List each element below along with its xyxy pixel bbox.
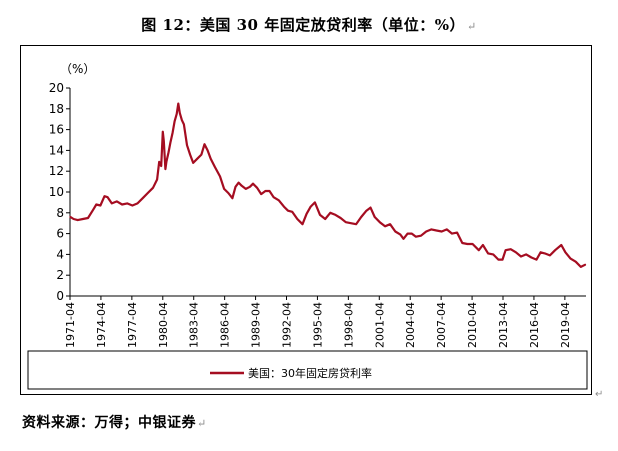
x-tick-label: 1989-04 <box>250 302 263 348</box>
y-tick-label: 2 <box>56 268 64 282</box>
y-axis-label: （%） <box>60 62 95 76</box>
source-paragraph-mark-icon: ↵ <box>197 417 207 430</box>
y-tick-label: 0 <box>56 289 64 303</box>
frame-paragraph-mark-icon: ↵ <box>595 389 604 400</box>
y-tick-label: 4 <box>56 247 64 261</box>
y-axis: 0 2 4 6 8 10 12 14 16 18 20 <box>49 81 71 303</box>
series-line-us-30y-mortgage-rate <box>69 102 587 268</box>
x-tick-label: 2010-04 <box>466 302 479 348</box>
x-tick-label: 1983-04 <box>188 302 201 348</box>
y-tick-label: 20 <box>49 81 64 95</box>
y-tick-label: 14 <box>49 143 64 157</box>
x-tick-label: 2016-04 <box>528 302 541 348</box>
x-tick-label: 2019-04 <box>559 302 572 348</box>
x-tick-label: 1974-04 <box>95 302 108 348</box>
legend-box <box>27 350 588 390</box>
y-tick-label: 6 <box>56 227 64 241</box>
x-tick-label: 1995-04 <box>311 302 324 348</box>
x-tick-label: 2007-04 <box>435 302 448 348</box>
legend-label: 美国：30年固定房贷利率 <box>248 366 372 380</box>
x-tick-label: 2013-04 <box>497 302 510 348</box>
paragraph-mark-icon: ↵ <box>466 20 477 33</box>
x-tick-label: 2004-04 <box>404 302 417 348</box>
source-note: 资料来源：万得；中银证券↵ <box>22 412 207 432</box>
y-tick-label: 18 <box>49 102 64 116</box>
chart-frame <box>20 45 592 395</box>
y-tick-label: 10 <box>49 185 64 199</box>
x-tick-label: 1977-04 <box>126 302 139 348</box>
x-axis: 1971-04 1974-04 1977-04 1980-04 1983-04 1986-… <box>64 295 586 348</box>
x-tick-label: 1980-04 <box>157 302 170 348</box>
x-tick-label: 1992-04 <box>281 302 294 348</box>
chart-title-text: 图 12：美国 30 年固定放贷利率（单位：%） <box>141 16 465 34</box>
source-text: 资料来源：万得；中银证券 <box>22 415 196 431</box>
chart-title: 图 12：美国 30 年固定放贷利率（单位：%） ↵ <box>0 14 618 35</box>
x-tick-label: 1998-04 <box>342 302 355 348</box>
x-tick-label: 2001-04 <box>373 302 386 348</box>
x-tick-label: 1986-04 <box>219 302 232 348</box>
y-tick-label: 8 <box>56 206 64 220</box>
y-tick-label: 16 <box>49 123 64 137</box>
x-tick-label: 1971-04 <box>64 302 77 348</box>
y-tick-label: 12 <box>49 164 64 178</box>
